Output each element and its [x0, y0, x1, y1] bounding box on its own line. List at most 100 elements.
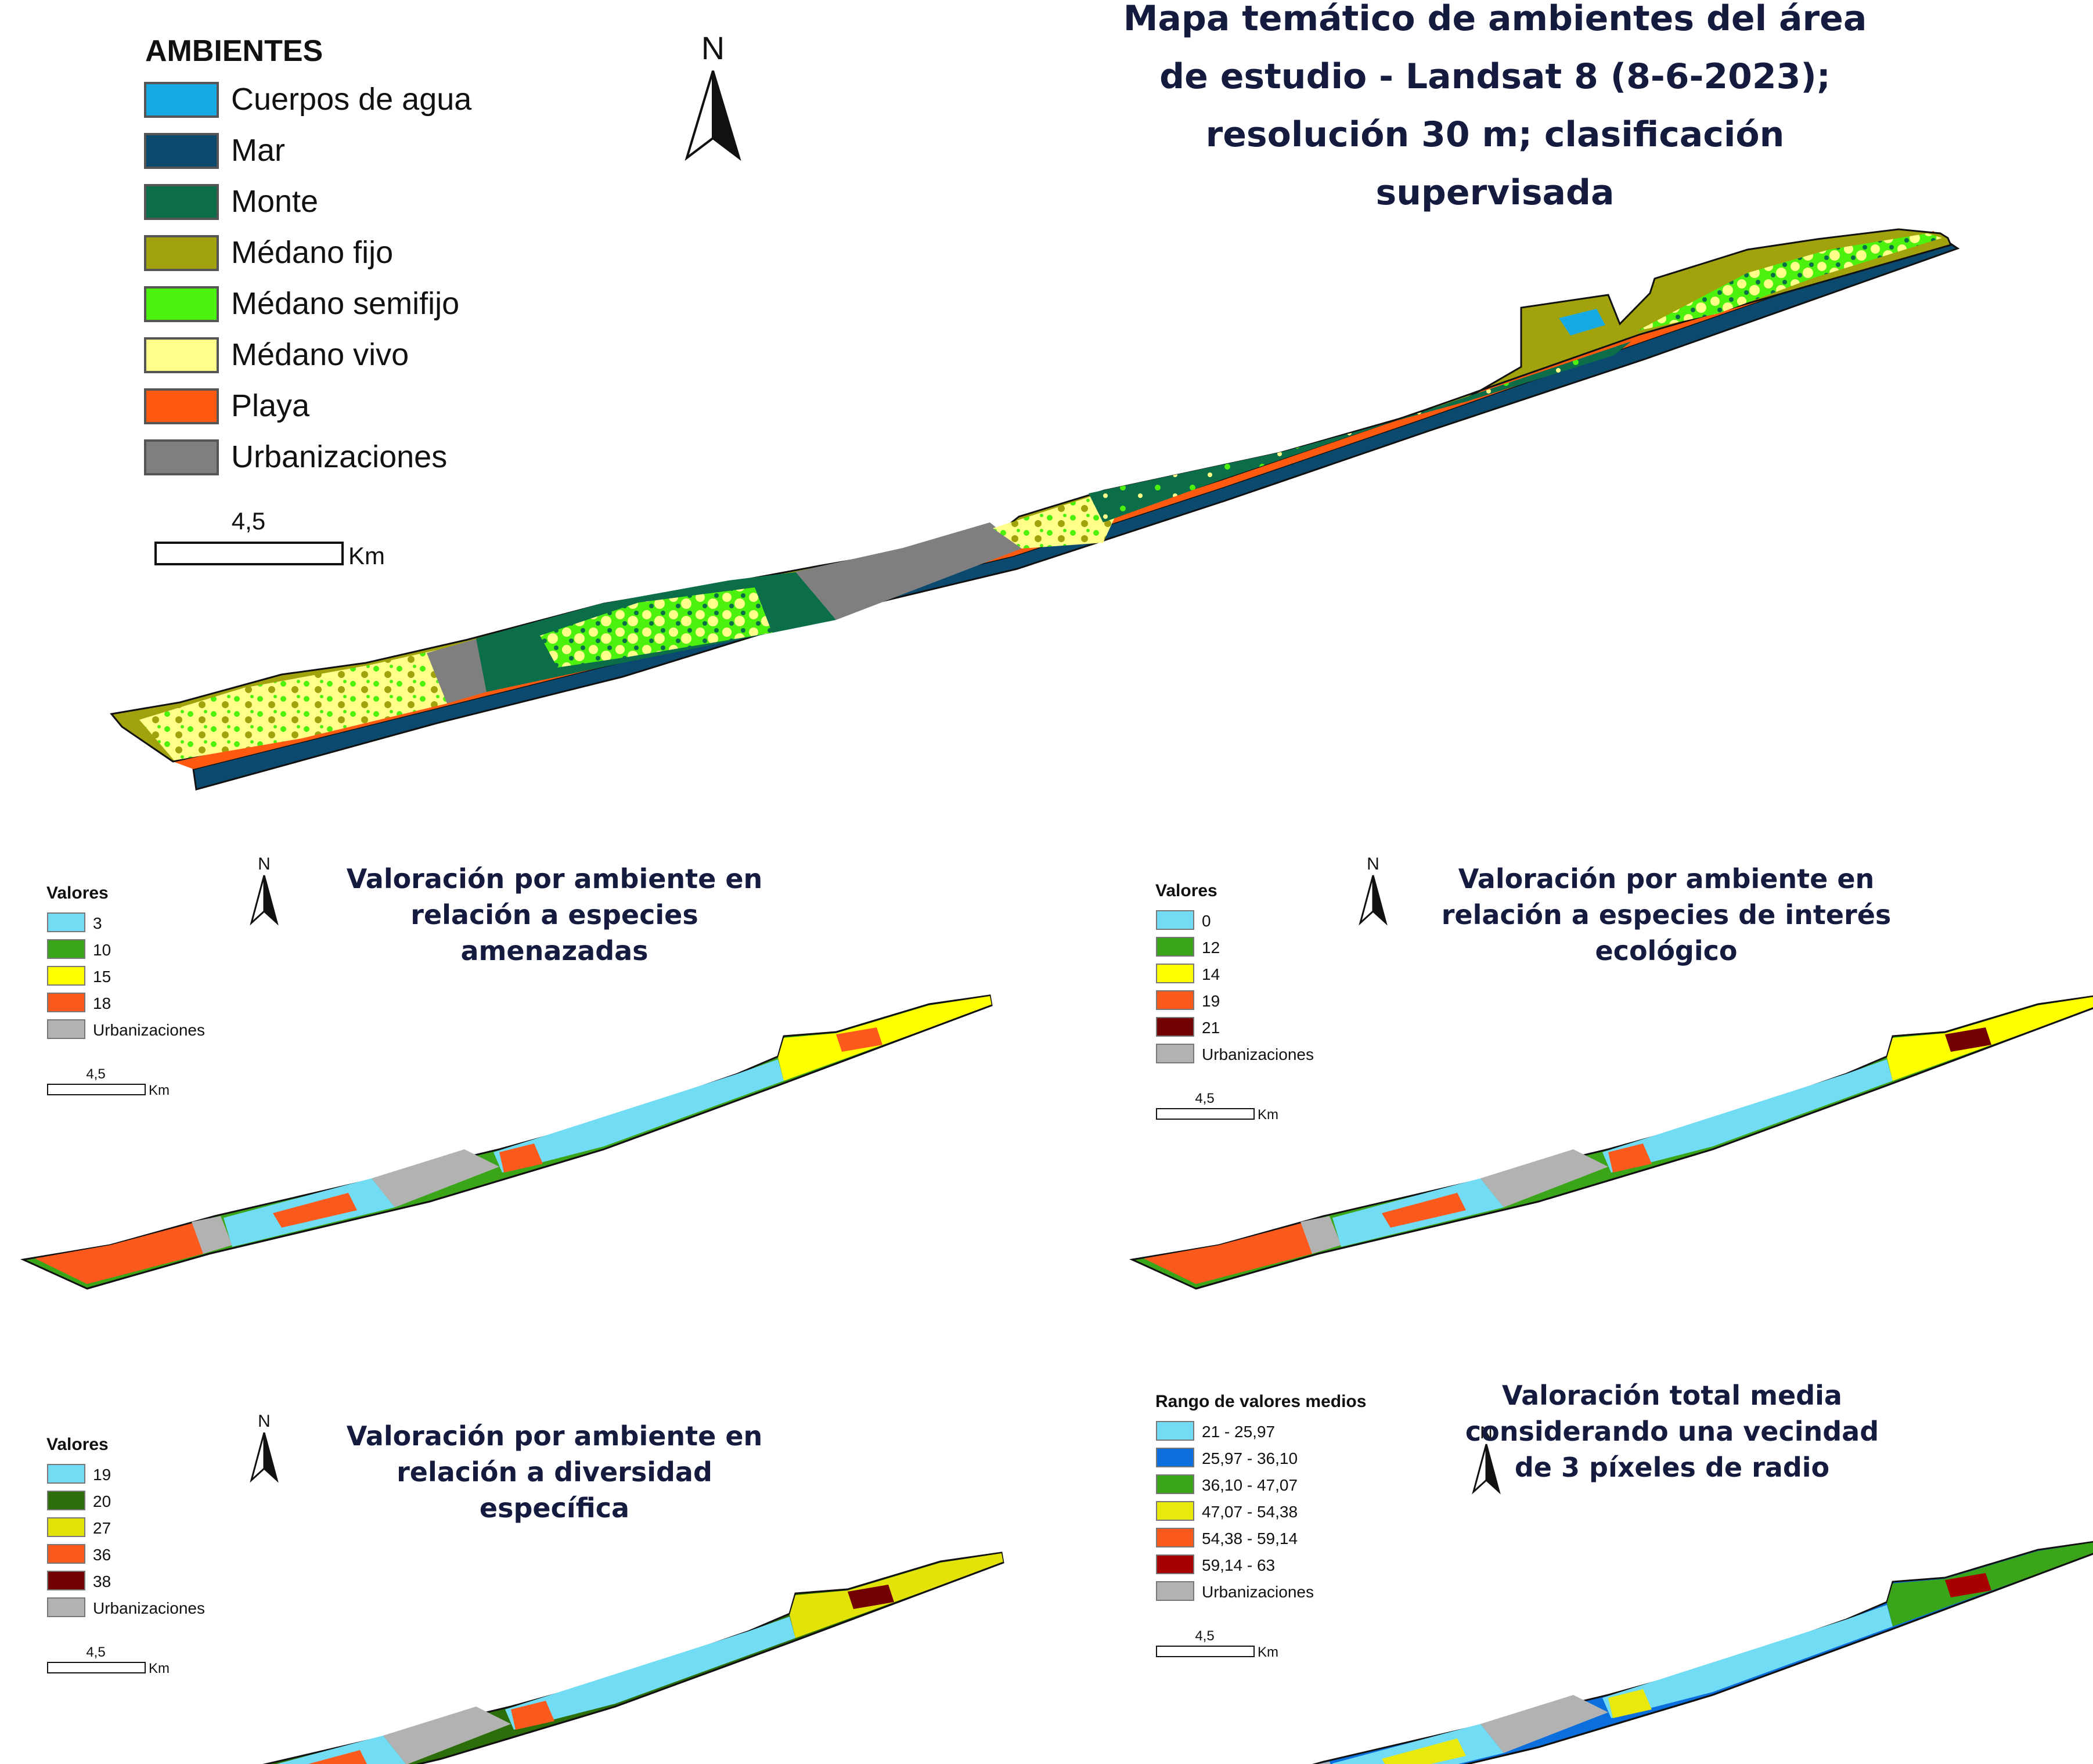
panel-legend-label: 21 - 25,97 — [1202, 1423, 1275, 1441]
panel-legend-swatch — [48, 1598, 85, 1617]
panel-title-line: ecológico — [1595, 935, 1737, 966]
panel-legend-swatch — [1157, 1448, 1194, 1467]
panel-legend-swatch — [1157, 991, 1194, 1009]
legend-swatch — [145, 83, 218, 117]
legend-label: Cuerpos de agua — [231, 82, 472, 117]
panel-legend-label: 21 — [1202, 1019, 1220, 1037]
north-arrow-icon — [251, 1433, 264, 1480]
main-scale-value: 4,5 — [232, 507, 265, 535]
legend-label: Playa — [231, 388, 310, 423]
legend-label: Mar — [231, 133, 285, 168]
panel-legend-label: Urbanizaciones — [93, 1599, 205, 1617]
mini-map-strip — [35, 1553, 1003, 1764]
main-title-line: resolución 30 m; clasificación — [1206, 114, 1785, 155]
panel-legend-label: 12 — [1202, 939, 1220, 957]
legend-label: Urbanizaciones — [231, 439, 447, 474]
panel-legend-label: 38 — [93, 1572, 111, 1590]
panel-legend-label: Urbanizaciones — [93, 1021, 205, 1039]
panel-legend-label: 59,14 - 63 — [1202, 1556, 1275, 1574]
panel-legend-label: 54,38 - 59,14 — [1202, 1529, 1298, 1547]
legend-swatch — [145, 287, 218, 321]
panel-legend-swatch — [48, 913, 85, 932]
panel-title-line: Valoración por ambiente en — [347, 1420, 763, 1452]
mini-map — [35, 1553, 1003, 1764]
mini-map-region — [778, 996, 992, 1081]
legend-swatch — [145, 338, 218, 372]
panel-legend-label: 3 — [93, 914, 102, 932]
panel-title-line: Valoración por ambiente en — [1458, 863, 1875, 894]
panel-legend-swatch — [1157, 964, 1194, 983]
main-title-line: supervisada — [1376, 172, 1615, 213]
panel-title-line: Valoración por ambiente en — [347, 863, 763, 894]
main-title: Mapa temático de ambientes del área de e… — [1123, 0, 1867, 213]
panel-legend-swatch — [48, 1571, 85, 1590]
scale-bar-rect — [156, 543, 343, 564]
legend-swatch — [145, 441, 218, 474]
panel-legend-label: 15 — [93, 968, 111, 986]
main-legend: AMBIENTES Cuerpos de agua Mar Monte Médano … — [145, 34, 472, 474]
panel-scale-bar — [48, 1084, 145, 1095]
panel-scale-bar — [48, 1662, 145, 1673]
panel-legend-label: 25,97 - 36,10 — [1202, 1449, 1298, 1467]
panel-legend-label: 47,07 - 54,38 — [1202, 1503, 1298, 1521]
legend-label: Médano vivo — [231, 337, 409, 372]
panel-scale-unit: Km — [149, 1661, 170, 1676]
panel-legend-label: 19 — [93, 1466, 111, 1484]
panel-legend-swatch — [1157, 1422, 1194, 1440]
panel-title-line: relación a diversidad — [397, 1456, 712, 1488]
legend-swatch — [145, 185, 218, 219]
panel-legend-swatch — [1157, 1582, 1194, 1600]
panel-legend-title: Valores — [46, 1435, 109, 1454]
panel-legend-title: Rango de valores medios — [1155, 1392, 1366, 1411]
panel-scale-value: 4,5 — [1195, 1091, 1214, 1106]
panel-legend-swatch — [48, 966, 85, 985]
north-arrow-icon — [1373, 875, 1386, 923]
panel-scale-value: 4,5 — [86, 1644, 105, 1660]
north-arrow-icon — [264, 1433, 277, 1480]
main-title-line: de estudio - Landsat 8 (8-6-2023); — [1159, 56, 1831, 97]
panel-title-line: considerando una vecindad — [1465, 1416, 1879, 1447]
panel-legend-swatch — [1157, 1502, 1194, 1520]
legend-label: Monte — [231, 184, 318, 219]
mini-map-region — [1887, 996, 2093, 1081]
panel-valoracion-total-media: Rango de valores medios 21 - 25,97 25,97 -… — [1132, 1380, 2093, 1764]
panel-scale-unit: Km — [1258, 1644, 1278, 1660]
legend-swatch — [145, 236, 218, 270]
panel-legend-swatch — [48, 1020, 85, 1038]
north-arrow-icon — [1486, 1444, 1499, 1492]
legend-swatch — [145, 134, 218, 168]
panel-legend-swatch — [1157, 1018, 1194, 1036]
panel-title-line: relación a especies — [410, 899, 698, 930]
panel-title-line: específica — [480, 1492, 629, 1524]
panel-title-line: de 3 píxeles de radio — [1515, 1452, 1829, 1483]
panel-title-line: Valoración total media — [1502, 1380, 1842, 1411]
mini-map — [1132, 995, 2093, 1289]
panel-legend-label: 10 — [93, 941, 111, 959]
panel-legend-label: Urbanizaciones — [1202, 1045, 1314, 1063]
panel-legend-title: Valores — [1155, 881, 1217, 900]
panel-diversidad-especifica: Valores1920273638Urbanizaciones4,5KmN Val… — [35, 1412, 1003, 1764]
panel-legend-label: 18 — [93, 994, 111, 1012]
main-legend-title: AMBIENTES — [145, 34, 323, 68]
panel-legend-label: 14 — [1202, 965, 1220, 983]
panel-scale-value: 4,5 — [1195, 1628, 1214, 1644]
panel-legend-swatch — [48, 1545, 85, 1563]
legend-swatch — [145, 389, 218, 423]
panel-legend-label: 0 — [1202, 912, 1211, 930]
panel-scale-unit: Km — [1258, 1107, 1278, 1123]
panel-north-label: N — [258, 1412, 271, 1431]
panel-legend-swatch — [48, 1464, 85, 1483]
panel-legend-title: Valores — [46, 883, 109, 903]
north-arrow-icon — [1474, 1444, 1486, 1492]
main-north-label: N — [701, 30, 725, 66]
main-north-arrow: N — [687, 30, 739, 158]
panel-legend-swatch — [1157, 937, 1194, 956]
panel-legend-label: 36 — [93, 1546, 111, 1564]
mini-map-region — [790, 1553, 1003, 1638]
panel-north-label: N — [258, 854, 271, 874]
panel-legend-label: 27 — [93, 1519, 111, 1537]
panel-legend-swatch — [1157, 1475, 1194, 1494]
panel-scale-bar — [1157, 1646, 1254, 1657]
panel-title-line: amenazadas — [460, 935, 648, 966]
mini-map-region — [235, 1736, 406, 1764]
